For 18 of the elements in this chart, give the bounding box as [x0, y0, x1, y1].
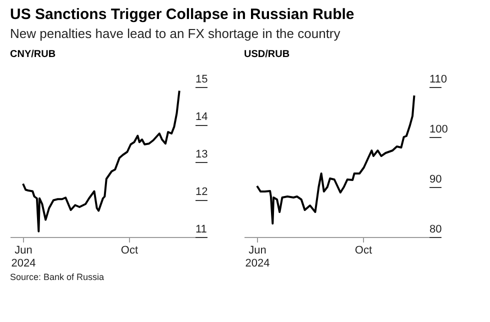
y-tick-label: 80	[430, 224, 442, 236]
y-tick-label: 90	[430, 174, 442, 186]
x-tick-label: Oct	[354, 244, 372, 256]
y-tick-label: 110	[430, 74, 448, 86]
y-axis-title: USD/RUB	[244, 49, 290, 60]
y-tick-label: 13	[196, 148, 208, 160]
y-tick-label: 14	[196, 111, 208, 123]
y-axis-title: CNY/RUB	[10, 49, 56, 60]
chart-subtitle: New penalties have lead to an FX shortage in the country	[10, 26, 342, 41]
y-tick-label: 11	[196, 224, 207, 236]
y-tick-label: 12	[196, 186, 208, 198]
x-tick-label: Jun 2024	[11, 244, 36, 270]
x-tick-label: Jun 2024	[245, 244, 270, 270]
y-tick-label: 100	[430, 124, 448, 136]
y-tick-label: 15	[196, 74, 208, 86]
x-tick-label: Oct	[120, 244, 138, 256]
source-note: Source: Bank of Russia	[9, 272, 106, 282]
chart-title: US Sanctions Trigger Collapse in Russian Ruble	[10, 6, 356, 23]
